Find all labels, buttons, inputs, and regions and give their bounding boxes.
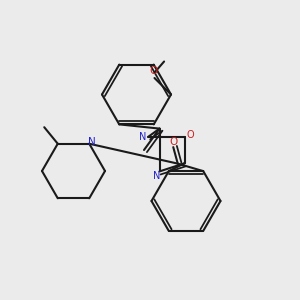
Text: N: N	[154, 171, 161, 181]
Text: N: N	[139, 132, 147, 142]
Text: N: N	[88, 137, 95, 147]
Text: O: O	[169, 137, 177, 147]
Text: O: O	[186, 130, 194, 140]
Text: O: O	[149, 66, 158, 76]
